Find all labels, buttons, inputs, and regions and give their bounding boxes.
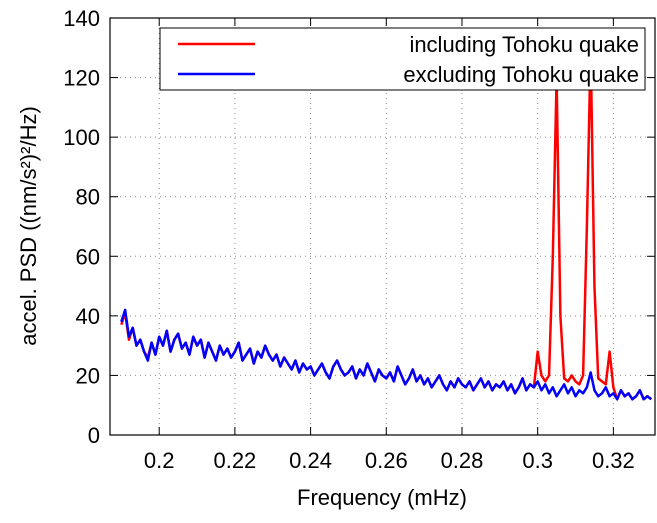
x-tick-label: 0.3	[522, 448, 553, 473]
x-tick-label: 0.24	[289, 448, 332, 473]
y-tick-label: 20	[76, 363, 100, 388]
x-tick-label: 0.32	[592, 448, 635, 473]
y-axis-label: accel. PSD ((nm/s²)²/Hz)	[16, 106, 41, 346]
y-tick-label: 100	[63, 125, 100, 150]
legend-label: excluding Tohoku quake	[403, 62, 639, 87]
legend-box	[159, 27, 646, 91]
x-tick-label: 0.28	[441, 448, 484, 473]
x-tick-label: 0.26	[365, 448, 408, 473]
y-tick-label: 140	[63, 6, 100, 31]
series-line	[120, 308, 652, 401]
y-tick-label: 0	[88, 423, 100, 448]
x-axis-label: Frequency (mHz)	[297, 485, 467, 510]
plot-frame	[109, 17, 656, 436]
y-tick-label: 80	[76, 185, 100, 210]
y-tick-label: 40	[76, 304, 100, 329]
y-tick-label: 120	[63, 66, 100, 91]
x-tick-label: 0.2	[144, 448, 175, 473]
legend-label: including Tohoku quake	[409, 32, 639, 57]
y-tick-label: 60	[76, 244, 100, 269]
x-tick-label: 0.22	[213, 448, 256, 473]
